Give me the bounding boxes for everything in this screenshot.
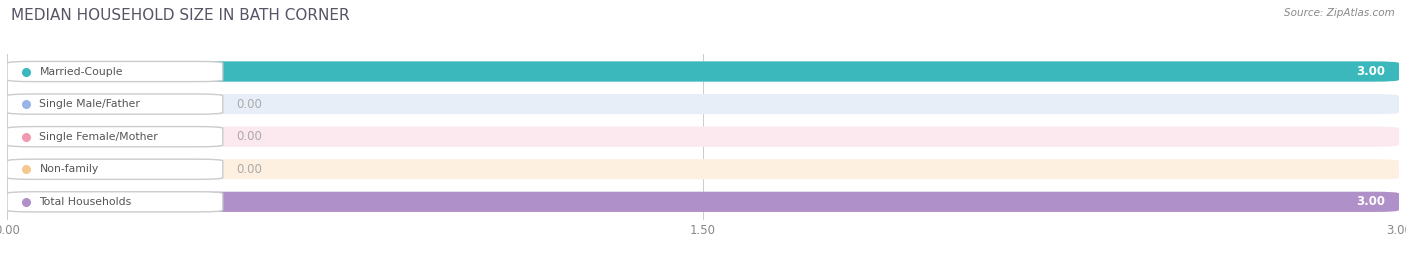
Text: 3.00: 3.00 — [1355, 195, 1385, 208]
Text: Single Male/Father: Single Male/Father — [39, 99, 141, 109]
Text: 0.00: 0.00 — [236, 98, 263, 111]
FancyBboxPatch shape — [7, 159, 1399, 179]
FancyBboxPatch shape — [7, 192, 222, 212]
FancyBboxPatch shape — [7, 192, 1399, 212]
FancyBboxPatch shape — [7, 61, 1399, 82]
FancyBboxPatch shape — [7, 61, 1399, 82]
Text: 0.00: 0.00 — [236, 130, 263, 143]
Text: Married-Couple: Married-Couple — [39, 66, 122, 77]
Text: MEDIAN HOUSEHOLD SIZE IN BATH CORNER: MEDIAN HOUSEHOLD SIZE IN BATH CORNER — [11, 8, 350, 23]
Text: Non-family: Non-family — [39, 164, 98, 174]
Text: 0.00: 0.00 — [236, 163, 263, 176]
FancyBboxPatch shape — [7, 192, 1399, 212]
FancyBboxPatch shape — [7, 126, 1399, 147]
Text: Source: ZipAtlas.com: Source: ZipAtlas.com — [1284, 8, 1395, 18]
Text: 3.00: 3.00 — [1355, 65, 1385, 78]
FancyBboxPatch shape — [7, 159, 222, 179]
Text: Total Households: Total Households — [39, 197, 132, 207]
Text: Single Female/Mother: Single Female/Mother — [39, 132, 157, 142]
FancyBboxPatch shape — [7, 61, 222, 82]
FancyBboxPatch shape — [7, 94, 222, 114]
FancyBboxPatch shape — [7, 94, 1399, 114]
FancyBboxPatch shape — [7, 126, 222, 147]
